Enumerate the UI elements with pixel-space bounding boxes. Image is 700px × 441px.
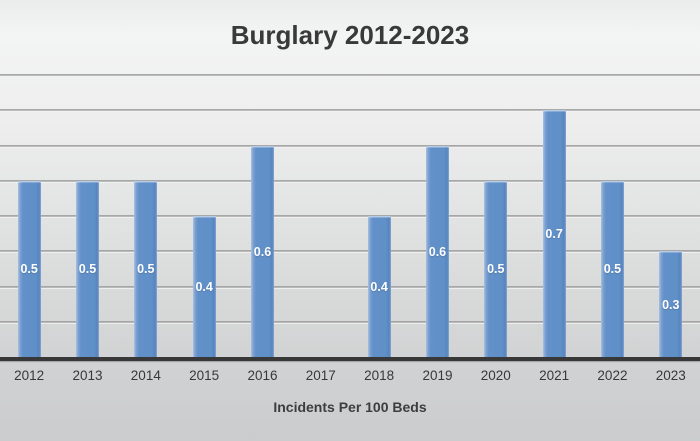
x-axis-label-2020: 2020 xyxy=(480,368,511,383)
bar-label-2022: 0.5 xyxy=(603,262,622,277)
bar-2013: 0.5 xyxy=(75,180,99,357)
bar-label-2014: 0.5 xyxy=(137,262,155,277)
plot-area: 0.5 0.5 0.5 0.4 0.6 0.4 0.6 0.5 0.7 0.5 0.3 xyxy=(0,74,700,357)
bar-label-2023: 0.3 xyxy=(662,297,680,312)
x-axis-label-2012: 2012 xyxy=(14,368,45,383)
x-axis-label-2015: 2015 xyxy=(189,368,220,383)
gridline xyxy=(0,144,700,148)
gridline xyxy=(0,250,700,254)
x-axis-label-2023: 2023 xyxy=(655,368,686,383)
bar-label-2016: 0.6 xyxy=(253,244,272,259)
x-axis-label-2022: 2022 xyxy=(597,368,628,383)
bar-label-2013: 0.5 xyxy=(78,262,97,277)
bar-column-2015: 0.4 xyxy=(175,75,233,357)
gridlines xyxy=(0,74,700,357)
x-axis-title: Incidents Per 100 Beds xyxy=(273,399,427,415)
bar-2018: 0.4 xyxy=(367,216,391,357)
bar-column-2023: 0.3 xyxy=(642,75,700,357)
bar-column-2017 xyxy=(292,75,350,357)
gridline xyxy=(0,109,700,113)
bar-label-2019: 0.6 xyxy=(428,244,447,259)
bar-2016: 0.6 xyxy=(250,145,274,357)
bar-2014: 0.5 xyxy=(134,180,158,357)
gridline xyxy=(0,320,700,324)
bar-2021: 0.7 xyxy=(542,110,566,357)
x-axis-line xyxy=(0,357,700,361)
bar-2019: 0.6 xyxy=(425,145,449,357)
x-axis-label-2021: 2021 xyxy=(539,368,570,383)
bars-container: 0.5 0.5 0.5 0.4 0.6 0.4 0.6 0.5 0.7 0.5 0.3 xyxy=(0,75,700,357)
bar-column-2021: 0.7 xyxy=(525,75,583,357)
x-axis-label-2013: 2013 xyxy=(72,368,103,383)
bar-label-2018: 0.4 xyxy=(370,280,388,294)
bar-label-2020: 0.5 xyxy=(487,262,505,277)
bar-label-2015: 0.4 xyxy=(195,280,213,294)
x-axis-labels: 2012 2013 2014 2015 2016 2017 2018 2019 2020 2021… xyxy=(0,368,700,383)
chart-title: Burglary 2012-2023 xyxy=(230,20,470,50)
x-axis-label-2016: 2016 xyxy=(247,368,278,383)
bar-2023: 0.3 xyxy=(659,251,683,357)
x-axis-label-2018: 2018 xyxy=(364,368,395,383)
bar-2020: 0.5 xyxy=(484,180,508,357)
bar-label-2021: 0.7 xyxy=(545,227,563,242)
bar-2015: 0.4 xyxy=(192,216,216,357)
gridline xyxy=(0,215,700,218)
bar-column-2019: 0.6 xyxy=(408,75,466,357)
bar-label-2012: 0.5 xyxy=(20,262,38,277)
gridline xyxy=(0,179,700,183)
bar-column-2020: 0.5 xyxy=(467,75,525,357)
gridline xyxy=(0,285,700,289)
x-axis-label-2017: 2017 xyxy=(305,368,336,383)
bar-column-2013: 0.5 xyxy=(58,75,116,357)
bar-2022: 0.5 xyxy=(600,180,624,357)
x-axis-label-2014: 2014 xyxy=(130,368,161,383)
gridline xyxy=(0,74,700,77)
bar-column-2018: 0.4 xyxy=(350,75,408,357)
bar-column-2014: 0.5 xyxy=(117,75,175,357)
bar-column-2012: 0.5 xyxy=(0,75,58,357)
bar-2012: 0.5 xyxy=(17,180,41,357)
bar-column-2016: 0.6 xyxy=(233,75,291,357)
bar-column-2022: 0.5 xyxy=(583,75,641,357)
x-axis-label-2019: 2019 xyxy=(422,368,453,383)
